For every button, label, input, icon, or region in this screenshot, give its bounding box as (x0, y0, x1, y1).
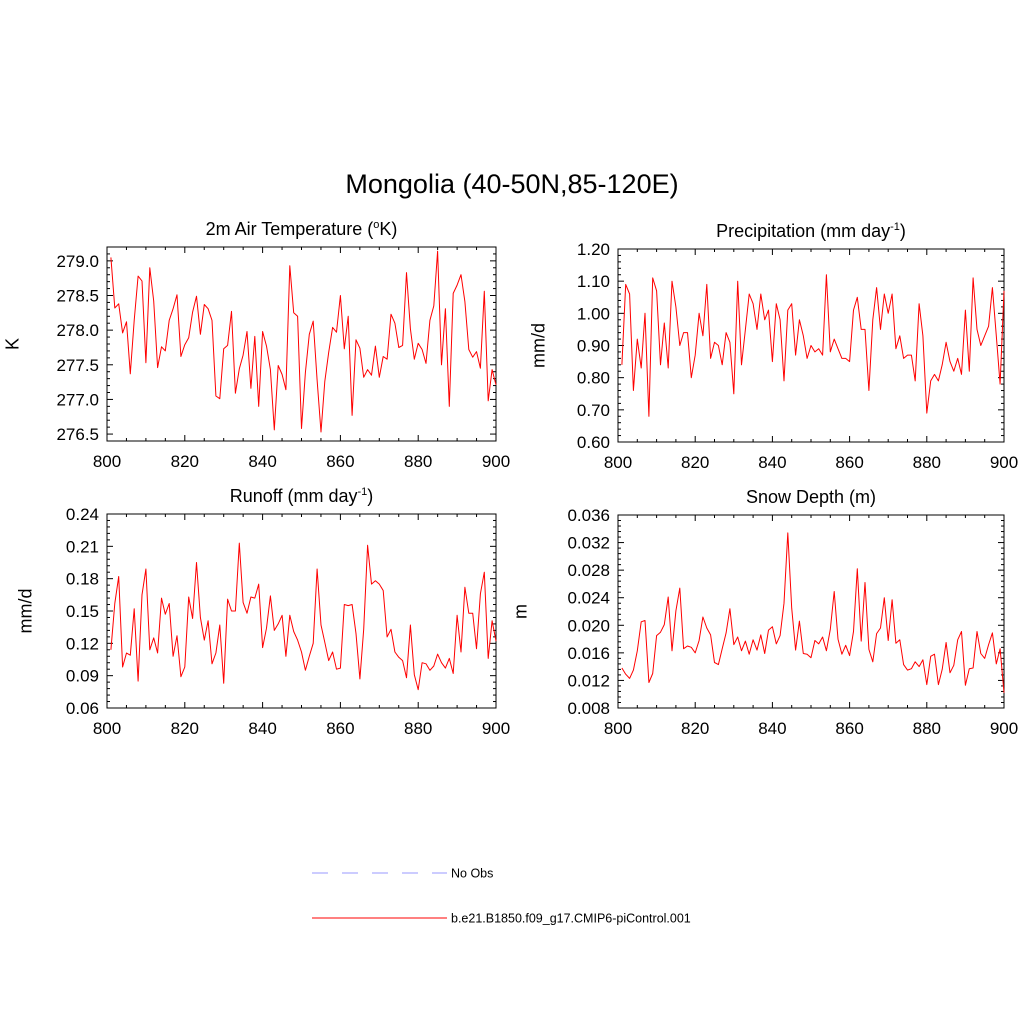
y-tick-label: 0.90 (577, 337, 610, 356)
panel-title-text: Precipitation (mm day (716, 221, 890, 241)
y-tick-label: 0.60 (577, 433, 610, 452)
y-axis-label: K (2, 338, 22, 350)
x-tick-label: 800 (604, 453, 632, 472)
plot-frame (106, 513, 497, 709)
panel-title-suffix: ) (900, 221, 906, 241)
y-axis-label: mm/d (528, 323, 548, 368)
y-tick-label: 279.0 (56, 252, 99, 271)
y-tick-label: 0.012 (567, 671, 610, 690)
y-tick-label: 278.0 (56, 321, 99, 340)
panel-title: 2m Air Temperature (oK) (206, 219, 398, 239)
x-tick-label: 820 (171, 452, 199, 471)
legend-model-label: b.e21.B1850.f09_g17.CMIP6-piControl.001 (451, 912, 691, 926)
panel-title-text: Snow Depth (m) (746, 487, 876, 507)
y-tick-label: 1.20 (577, 240, 610, 259)
y-tick-label: 0.09 (66, 667, 99, 686)
panel-title: Snow Depth (m) (746, 487, 876, 507)
panel-title-suffix: ) (367, 486, 373, 506)
y-tick-label: 0.18 (66, 570, 99, 589)
y-tick-label: 0.032 (567, 534, 610, 553)
y-axis-label: m (510, 604, 530, 619)
x-tick-label: 860 (835, 453, 863, 472)
x-tick-label: 800 (93, 719, 121, 738)
panels-group: 800 820 840 860 880 900 276.5 277.0 277.5 278.0 27… (2, 219, 1018, 738)
series-line-temperature (110, 250, 497, 433)
panel-title-superscript: o (373, 219, 379, 231)
x-tick-label: 900 (482, 719, 510, 738)
y-tick-label: 1.10 (577, 272, 610, 291)
y-tick-label: 278.5 (56, 287, 99, 306)
plot-frame (106, 246, 497, 442)
x-tick-label: 820 (681, 453, 709, 472)
y-tick-label: 277.0 (56, 390, 99, 409)
y-tick-label: 0.036 (567, 506, 610, 525)
x-tick-label: 880 (913, 453, 941, 472)
y-tick-label: 276.5 (56, 425, 99, 444)
panel-precipitation: 800 820 840 860 880 900 0.60 0.70 0.80 0.90 1.00 1.… (528, 221, 1018, 472)
x-tick-label: 820 (171, 719, 199, 738)
y-tick-label: 0.15 (66, 602, 99, 621)
legend-obs-label: No Obs (451, 867, 493, 881)
series-line-runoff (110, 542, 497, 691)
panel-title-text: Runoff (mm day (230, 486, 358, 506)
y-tick-label: 0.70 (577, 401, 610, 420)
x-tick-label: 840 (248, 452, 276, 471)
x-tick-label: 900 (990, 453, 1018, 472)
x-tick-label: 840 (758, 453, 786, 472)
x-tick-label: 860 (326, 719, 354, 738)
y-tick-label: 0.24 (66, 505, 99, 524)
y-tick-label: 0.06 (66, 699, 99, 718)
panel-snow-depth: 800 820 840 860 880 900 0.008 0.012 0.016 0.020 0.… (510, 487, 1018, 738)
legend: No Obs b.e21.B1850.f09_g17.CMIP6-piContr… (312, 867, 691, 926)
y-tick-label: 0.028 (567, 561, 610, 580)
y-tick-label: 277.5 (56, 356, 99, 375)
x-tick-label: 900 (482, 452, 510, 471)
panel-title-superscript: -1 (357, 486, 367, 498)
y-tick-label: 0.80 (577, 369, 610, 388)
y-tick-label: 0.016 (567, 644, 610, 663)
y-axis-label: mm/d (15, 589, 35, 634)
x-tick-label: 880 (404, 452, 432, 471)
x-tick-label: 900 (990, 719, 1018, 738)
panel-title-text: 2m Air Temperature ( (206, 219, 374, 239)
panel-title-superscript: -1 (890, 221, 900, 233)
y-tick-label: 0.024 (567, 589, 610, 608)
y-tick-label: 0.12 (66, 634, 99, 653)
panel-temperature: 800 820 840 860 880 900 276.5 277.0 277.5 278.0 27… (2, 219, 510, 471)
y-tick-label: 0.21 (66, 537, 99, 556)
x-tick-label: 800 (604, 719, 632, 738)
x-tick-label: 860 (326, 452, 354, 471)
x-tick-label: 880 (404, 719, 432, 738)
series-line-precipitation (621, 274, 1005, 417)
y-tick-label: 0.020 (567, 616, 610, 635)
y-tick-label: 1.00 (577, 304, 610, 323)
x-tick-label: 840 (758, 719, 786, 738)
x-tick-label: 800 (93, 452, 121, 471)
series-line-snow-depth (621, 532, 1005, 693)
x-tick-label: 860 (835, 719, 863, 738)
panel-title: Runoff (mm day-1) (230, 486, 374, 506)
x-tick-label: 880 (913, 719, 941, 738)
panel-runoff: 800 820 840 860 880 900 0.06 0.09 0.12 0.15 0.18 0.… (15, 486, 510, 738)
x-tick-label: 820 (681, 719, 709, 738)
y-tick-label: 0.008 (567, 699, 610, 718)
panel-title-suffix: K) (379, 219, 397, 239)
x-tick-label: 840 (248, 719, 276, 738)
panel-title: Precipitation (mm day-1) (716, 221, 906, 241)
figure-title: Mongolia (40-50N,85-120E) (345, 169, 678, 199)
